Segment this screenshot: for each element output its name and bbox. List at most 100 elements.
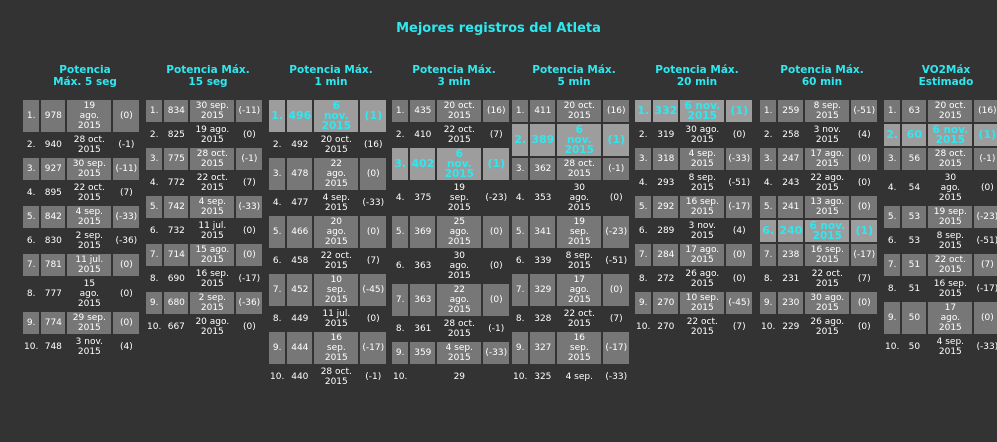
record-row[interactable]: 4. 477 4 sep. 2015 (-33)	[269, 192, 386, 214]
record-value: 440	[291, 372, 309, 382]
record-row[interactable]: 9. 327 16 sep. 2015 (-17)	[512, 332, 630, 364]
record-row[interactable]: 7. 452 10 sep. 2015 (-45)	[269, 274, 387, 306]
record-row[interactable]: 10. 440 28 oct. 2015 (-1)	[269, 366, 386, 388]
record-date-line: 22 oct.	[934, 255, 966, 265]
record-row[interactable]: 8. 777 15 ago. 2015 (0)	[23, 278, 139, 310]
record-row[interactable]: 2. 492 20 oct. 2015 (16)	[269, 134, 386, 156]
record-row[interactable]: 8. 272 26 ago. 2015 (0)	[635, 268, 752, 290]
record-row[interactable]: 2. 258 3 nov. 2015 (4)	[760, 124, 877, 146]
record-row[interactable]: 6. 339 8 sep. 2015 (-51)	[512, 250, 629, 272]
record-row[interactable]: 4. 895 22 oct. 2015 (7)	[23, 182, 139, 204]
record-row[interactable]: 5. 53 19 sep. 2015 (-23)	[884, 206, 997, 228]
record-row[interactable]: 5. 241 13 ago. 2015 (0)	[760, 196, 878, 218]
record-row[interactable]: 5. 369 25 ago. 2015 (0)	[392, 216, 510, 248]
record-value: 842	[41, 206, 66, 228]
record-row[interactable]: 2. 60 6 nov. 2015 (1)	[884, 124, 997, 146]
record-row[interactable]: 10. 29	[392, 366, 509, 387]
record-date: 22 ago. 2015	[437, 284, 482, 316]
record-date-line: 2015	[690, 231, 714, 241]
record-row[interactable]: 7. 363 22 ago. 2015 (0)	[392, 284, 510, 316]
record-row[interactable]: 10. 667 20 ago. 2015 (0)	[146, 316, 262, 338]
record-row[interactable]: 3. 402 6 nov. 2015 (1)	[392, 148, 510, 180]
record-row[interactable]: 5. 341 19 sep. 2015 (-23)	[512, 216, 630, 248]
record-row[interactable]: 9. 230 30 ago. 2015 (0)	[760, 292, 878, 314]
record-row[interactable]: 2. 940 28 oct. 2015 (-1)	[23, 134, 139, 156]
record-row[interactable]: 2. 825 19 ago. 2015 (0)	[146, 124, 262, 146]
record-row[interactable]: 1. 259 8 sep. 2015 (-51)	[760, 100, 878, 122]
record-row[interactable]: 9. 774 29 sep. 2015 (0)	[23, 312, 140, 334]
record-row[interactable]: 4. 243 22 ago. 2015 (0)	[760, 172, 877, 194]
record-date: 6 nov. 2015	[805, 220, 850, 242]
record-row[interactable]: 1. 411 20 oct. 2015 (16)	[512, 100, 630, 122]
record-row[interactable]: 5. 842 4 sep. 2015 (-33)	[23, 206, 140, 228]
record-row[interactable]: 1. 63 20 oct. 2015 (16)	[884, 100, 997, 122]
record-row[interactable]: 10. 50 4 sep. 2015 (-33)	[884, 336, 997, 358]
record-row[interactable]: 3. 775 28 oct. 2015 (-1)	[146, 148, 263, 170]
record-row[interactable]: 6. 830 2 sep. 2015 (-36)	[23, 230, 139, 252]
record-row[interactable]: 2. 389 6 nov. 2015 (1)	[512, 124, 630, 156]
record-diff: (0)	[603, 274, 630, 306]
record-row[interactable]: 10. 229 26 ago. 2015 (0)	[760, 316, 877, 338]
record-diff: (-1)	[488, 324, 505, 334]
record-row[interactable]: 7. 238 16 sep. 2015 (-17)	[760, 244, 878, 266]
record-row[interactable]: 8. 328 22 oct. 2015 (7)	[512, 308, 629, 330]
column-title-line: 15 seg	[188, 76, 228, 88]
record-row[interactable]: 3. 927 30 sep. 2015 (-11)	[23, 158, 140, 180]
record-date: 4 sep.	[557, 366, 601, 387]
record-row[interactable]: 4. 375 19 sep. 2015 (-23)	[392, 182, 509, 214]
record-row[interactable]: 9. 680 2 sep. 2015 (-36)	[146, 292, 263, 314]
record-row[interactable]: 3. 318 4 sep. 2015 (-33)	[635, 148, 753, 170]
record-row[interactable]: 6. 53 8 sep. 2015 (-51)	[884, 230, 997, 252]
record-row[interactable]: 2. 319 30 ago. 2015 (0)	[635, 124, 752, 146]
record-row[interactable]: 4. 772 22 oct. 2015 (7)	[146, 172, 262, 194]
record-date: 15 ago. 2015	[190, 244, 235, 266]
record-row[interactable]: 7. 781 11 jul. 2015 (0)	[23, 254, 140, 276]
record-row[interactable]: 5. 292 16 sep. 2015 (-17)	[635, 196, 753, 218]
record-date-line: 16 sep.	[933, 279, 967, 289]
record-rank: 5.	[269, 216, 286, 248]
record-rank: 7.	[760, 244, 777, 266]
record-row[interactable]: 8. 690 16 sep. 2015 (-17)	[146, 268, 262, 290]
record-row[interactable]: 4. 54 30 ago. 2015 (0)	[884, 172, 997, 204]
record-row[interactable]: 4. 353 30 ago. 2015 (0)	[512, 182, 629, 214]
record-row[interactable]: 8. 231 22 oct. 2015 (7)	[760, 268, 877, 290]
record-row[interactable]: 7. 284 17 ago. 2015 (0)	[635, 244, 753, 266]
record-value: 247	[778, 148, 804, 170]
record-row[interactable]: 8. 449 11 jul. 2015 (0)	[269, 308, 386, 330]
record-row[interactable]: 5. 742 4 sep. 2015 (-33)	[146, 196, 263, 218]
record-row[interactable]: 1. 834 30 sep. 2015 (-11)	[146, 100, 263, 122]
record-row[interactable]: 7. 51 22 oct. 2015 (7)	[884, 254, 997, 276]
record-row[interactable]: 4. 293 8 sep. 2015 (-51)	[635, 172, 752, 194]
record-row[interactable]: 3. 56 28 oct. 2015 (-1)	[884, 148, 997, 170]
record-row[interactable]: 3. 362 28 oct. 2015 (-1)	[512, 158, 630, 180]
record-row[interactable]: 3. 247 17 ago. 2015 (0)	[760, 148, 878, 170]
record-row[interactable]: 9. 50 17 ago. 2015 (0)	[884, 302, 997, 334]
record-row[interactable]: 1. 496 6 nov. 2015 (1)	[269, 100, 387, 132]
record-row[interactable]: 9. 359 4 sep. 2015 (-33)	[392, 342, 510, 364]
record-row[interactable]: 7. 714 15 ago. 2015 (0)	[146, 244, 263, 266]
record-date-line: 17	[944, 303, 957, 313]
record-row[interactable]: 3. 478 22 ago. 2015 (0)	[269, 158, 387, 190]
record-row[interactable]: 6. 458 22 oct. 2015 (7)	[269, 250, 386, 272]
record-row[interactable]: 8. 51 16 sep. 2015 (-17)	[884, 278, 997, 300]
record-date-line: 2015	[200, 279, 224, 289]
record-row[interactable]: 10. 325 4 sep. (-33)	[512, 366, 629, 387]
record-rank: 5.	[23, 206, 40, 228]
record-row[interactable]: 2. 410 22 oct. 2015 (7)	[392, 124, 509, 146]
record-row[interactable]: 6. 363 30 ago. 2015 (0)	[392, 250, 509, 282]
record-row[interactable]: 6. 289 3 nov. 2015 (4)	[635, 220, 752, 242]
record-row[interactable]: 10. 748 3 nov. 2015 (4)	[23, 336, 139, 358]
record-row[interactable]: 1. 435 20 oct. 2015 (16)	[392, 100, 510, 122]
record-row[interactable]: 7. 329 17 ago. 2015 (0)	[512, 274, 630, 306]
record-row[interactable]: 6. 240 6 nov. 2015 (1)	[760, 220, 878, 242]
record-row[interactable]: 1. 978 19 ago. 2015 (0)	[23, 100, 140, 132]
record-row[interactable]: 10. 270 22 oct. 2015 (7)	[635, 316, 752, 338]
record-row[interactable]: 1. 332 6 nov. 2015 (1)	[635, 100, 753, 122]
record-row[interactable]: 9. 270 10 sep. 2015 (-45)	[635, 292, 753, 314]
record-row[interactable]: 8. 361 28 oct. 2015 (-1)	[392, 318, 509, 340]
record-rank: 6.	[272, 256, 282, 266]
record-diff: (0)	[732, 130, 746, 140]
record-row[interactable]: 9. 444 16 sep. 2015 (-17)	[269, 332, 387, 364]
record-row[interactable]: 5. 466 20 ago. 2015 (0)	[269, 216, 387, 248]
record-row[interactable]: 6. 732 11 jul. 2015 (0)	[146, 220, 262, 242]
